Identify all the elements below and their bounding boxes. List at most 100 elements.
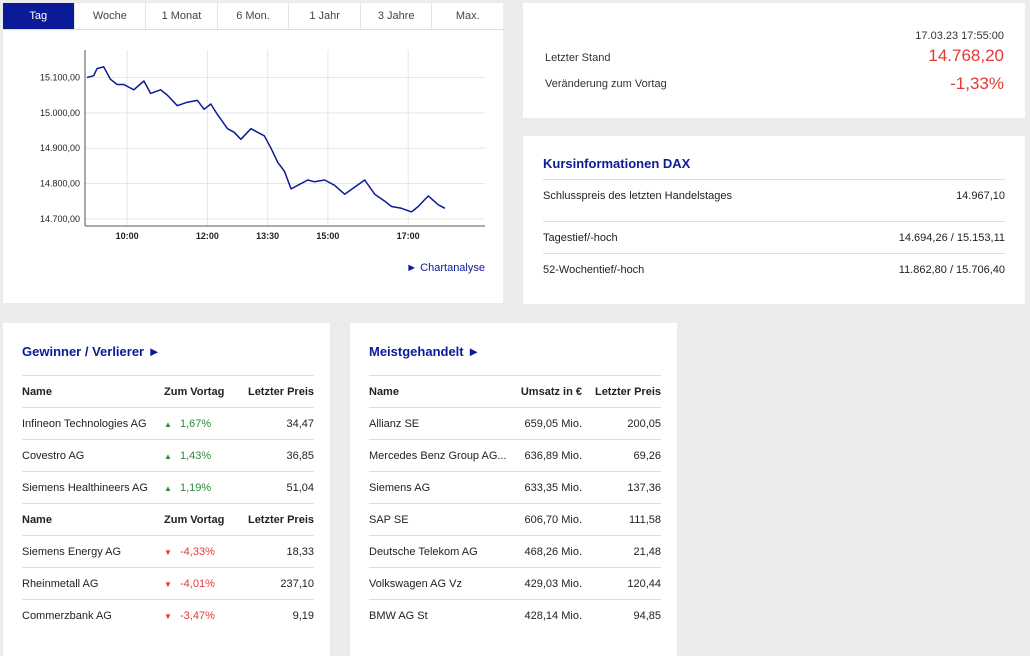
most-traded-panel: Meistgehandelt ► Name Umsatz in € Letzte… (350, 323, 677, 656)
table-row[interactable]: Rheinmetall AG ▼ -4,01% 237,10 (22, 567, 314, 599)
y-tick-label: 14.700,00 (40, 214, 80, 224)
tab-3-jahre[interactable]: 3 Jahre (361, 3, 433, 29)
stock-change: -4,01% (180, 577, 215, 590)
stock-volume: 633,35 Mio. (524, 481, 582, 494)
chartanalyse-link[interactable]: ► Chartanalyse (406, 262, 485, 274)
stock-price: 36,85 (286, 449, 314, 462)
stock-name[interactable]: Allianz SE (369, 417, 420, 430)
table-row[interactable]: Volkswagen AG Vz 429,03 Mio. 120,44 (369, 567, 661, 599)
quote-timestamp: 17.03.23 17:55:00 (915, 30, 1004, 42)
x-tick-label: 12:00 (196, 231, 219, 241)
stock-name[interactable]: Rheinmetall AG (22, 577, 99, 590)
stock-price: 34,47 (286, 417, 314, 430)
col-price-header: Letzter Preis (247, 513, 314, 526)
stock-price: 237,10 (280, 577, 314, 590)
table-row[interactable]: Mercedes Benz Group AG... 636,89 Mio. 69,2… (369, 439, 661, 471)
y-tick-label: 15.000,00 (40, 108, 80, 118)
col-name-header: Name (369, 385, 399, 398)
table-row[interactable]: Covestro AG ▲ 1,43% 36,85 (22, 439, 314, 471)
stock-change: -3,47% (180, 609, 215, 622)
table-row[interactable]: Siemens Energy AG ▼ -4,33% 18,33 (22, 535, 314, 567)
triangle-up-icon: ▲ (164, 419, 172, 429)
gainers-losers-panel: Gewinner / Verlierer ► Name Zum Vortag L… (3, 323, 330, 656)
tab-1-monat[interactable]: 1 Monat (146, 3, 218, 29)
last-price-label: Letzter Stand (545, 52, 611, 64)
last-price-value: 14.768,20 (928, 46, 1004, 65)
stock-name[interactable]: Siemens AG (369, 481, 431, 494)
info-title: Kursinformationen DAX (543, 156, 691, 171)
table-row[interactable]: Commerzbank AG ▼ -3,47% 9,19 (22, 599, 314, 631)
stock-change: -4,33% (180, 545, 215, 558)
table-row[interactable]: Siemens AG 633,35 Mio. 137,36 (369, 471, 661, 503)
info-row-label: Tagestief/-hoch (543, 232, 618, 244)
table-row[interactable]: SAP SE 606,70 Mio. 111,58 (369, 503, 661, 535)
chart-panel: Tag Woche 1 Monat 6 Mon. 1 Jahr 3 Jahre … (3, 3, 503, 303)
stock-price: 51,04 (286, 481, 314, 494)
col-name-header: Name (22, 385, 52, 398)
change-value: -1,33% (950, 74, 1004, 93)
y-tick-label: 15.100,00 (40, 72, 80, 82)
stock-price: 137,36 (627, 481, 661, 494)
stock-name[interactable]: Siemens Healthineers AG (22, 481, 148, 494)
y-tick-label: 14.800,00 (40, 179, 80, 189)
stock-name[interactable]: SAP SE (369, 513, 409, 526)
col-change-header: Zum Vortag (164, 385, 225, 398)
stock-change: 1,67% (180, 417, 212, 430)
x-tick-label: 13:30 (256, 231, 279, 241)
gainers-losers-title-link[interactable]: Gewinner / Verlierer ► (22, 344, 161, 359)
stock-volume: 606,70 Mio. (524, 513, 582, 526)
table-header: Name Umsatz in € Letzter Preis (369, 375, 661, 407)
most-traded-title-link[interactable]: Meistgehandelt ► (369, 344, 481, 359)
tab-6-mon[interactable]: 6 Mon. (218, 3, 290, 29)
kursinformationen-panel: Kursinformationen DAX Schlusspreis des l… (523, 136, 1025, 304)
stock-name[interactable]: Commerzbank AG (22, 609, 112, 622)
tab-tag[interactable]: Tag (3, 3, 75, 29)
table-row[interactable]: Allianz SE 659,05 Mio. 200,05 (369, 407, 661, 439)
triangle-up-icon: ▲ (164, 451, 172, 461)
stock-name[interactable]: Siemens Energy AG (22, 545, 122, 558)
stock-name[interactable]: Deutsche Telekom AG (369, 545, 478, 558)
table-row[interactable]: Siemens Healthineers AG ▲ 1,19% 51,04 (22, 471, 314, 503)
info-row: Tagestief/-hoch 14.694,26 / 15.153,11 (543, 221, 1005, 254)
stock-price: 21,48 (633, 545, 661, 558)
tab-1-jahr[interactable]: 1 Jahr (289, 3, 361, 29)
table-header: Name Zum Vortag Letzter Preis (22, 503, 314, 535)
col-price-header: Letzter Preis (247, 385, 314, 398)
change-label: Veränderung zum Vortag (545, 78, 667, 90)
info-row-value: 11.862,80 / 15.706,40 (898, 264, 1005, 276)
tab-woche[interactable]: Woche (75, 3, 147, 29)
dax-series-line (86, 66, 446, 213)
stock-name[interactable]: Infineon Technologies AG (22, 417, 147, 430)
timeframe-tabs: Tag Woche 1 Monat 6 Mon. 1 Jahr 3 Jahre … (3, 3, 503, 30)
table-row[interactable]: BMW AG St 428,14 Mio. 94,85 (369, 599, 661, 631)
tab-max[interactable]: Max. (455, 10, 480, 22)
stock-change: 1,19% (180, 481, 212, 494)
stock-volume: 429,03 Mio. (524, 577, 582, 590)
stock-name[interactable]: Volkswagen AG Vz (369, 577, 462, 590)
stock-name[interactable]: Mercedes Benz Group AG... (369, 449, 507, 462)
intraday-chart: 10:00 12:00 13:30 15:00 17:00 15.100,00 15.000… (40, 50, 485, 241)
triangle-down-icon: ▼ (164, 579, 172, 589)
info-row: Schlusspreis des letzten Handelstages 14… (543, 179, 1005, 212)
info-row-label: Schlusspreis des letzten Handelstages (543, 190, 732, 202)
stock-name[interactable]: Covestro AG (22, 449, 85, 462)
info-row-label: 52-Wochentief/-hoch (543, 264, 645, 276)
col-change-header: Zum Vortag (164, 513, 225, 526)
x-tick-label: 17:00 (397, 231, 420, 241)
stock-price: 120,44 (627, 577, 661, 590)
stock-price: 111,58 (628, 513, 661, 526)
stock-price: 69,26 (633, 449, 661, 462)
y-tick-label: 14.900,00 (40, 143, 80, 153)
x-tick-label: 15:00 (316, 231, 339, 241)
stock-price: 18,33 (286, 545, 314, 558)
quote-panel: 17.03.23 17:55:00 Letzter Stand 14.768,2… (523, 3, 1025, 118)
stock-change: 1,43% (180, 449, 212, 462)
col-volume-header: Umsatz in € (520, 385, 582, 398)
x-tick-label: 10:00 (116, 231, 139, 241)
table-row[interactable]: Infineon Technologies AG ▲ 1,67% 34,47 (22, 407, 314, 439)
info-row: 52-Wochentief/-hoch 11.862,80 / 15.706,4… (543, 253, 1005, 286)
info-row-value: 14.967,10 (956, 190, 1005, 202)
stock-name[interactable]: BMW AG St (369, 609, 428, 622)
col-name-header: Name (22, 513, 52, 526)
table-row[interactable]: Deutsche Telekom AG 468,26 Mio. 21,48 (369, 535, 661, 567)
